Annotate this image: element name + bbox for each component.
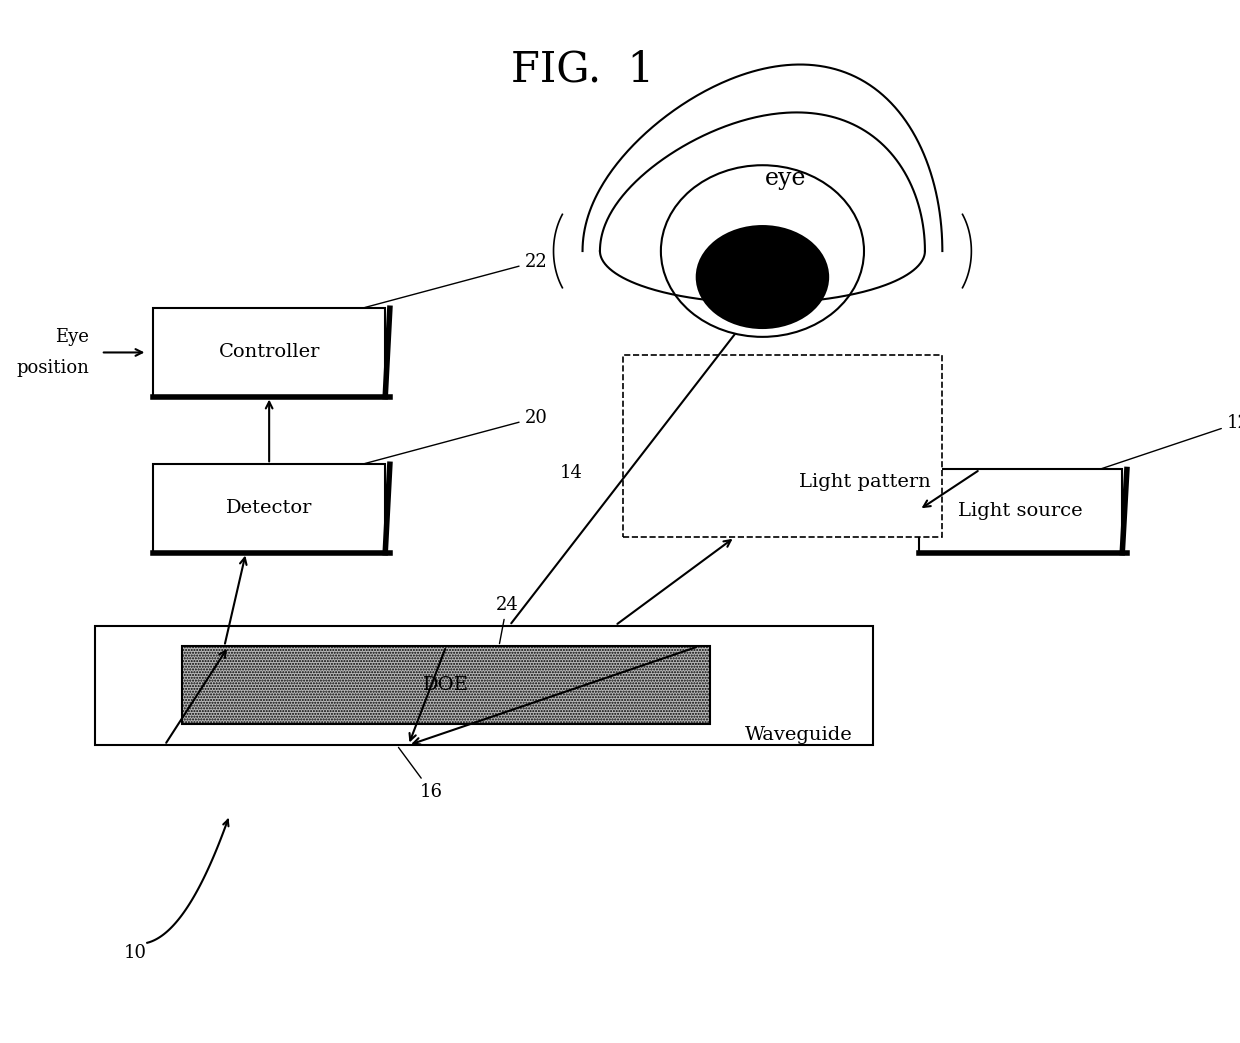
- Text: 10: 10: [124, 944, 148, 963]
- Ellipse shape: [696, 225, 830, 329]
- Text: 12: 12: [1101, 414, 1240, 468]
- Text: 20: 20: [365, 409, 547, 463]
- Bar: [919, 469, 1122, 553]
- Ellipse shape: [661, 165, 864, 337]
- Bar: [182, 647, 711, 724]
- Text: 16: 16: [398, 748, 443, 801]
- Text: FIG.  1: FIG. 1: [511, 48, 653, 90]
- Text: DOE: DOE: [423, 676, 469, 695]
- Text: Light pattern: Light pattern: [799, 474, 931, 491]
- Text: 22: 22: [365, 252, 547, 308]
- Text: Light source: Light source: [959, 502, 1083, 520]
- Text: Waveguide: Waveguide: [745, 726, 853, 744]
- Text: Eye: Eye: [56, 328, 89, 346]
- Text: 14: 14: [559, 464, 583, 482]
- Bar: [153, 464, 386, 553]
- Text: position: position: [16, 359, 89, 378]
- Text: Controller: Controller: [218, 343, 320, 362]
- Bar: [95, 626, 873, 745]
- Text: eye: eye: [765, 167, 806, 190]
- Text: 24: 24: [496, 596, 518, 644]
- Bar: [153, 309, 386, 396]
- Bar: [624, 355, 942, 537]
- Text: Detector: Detector: [226, 500, 312, 517]
